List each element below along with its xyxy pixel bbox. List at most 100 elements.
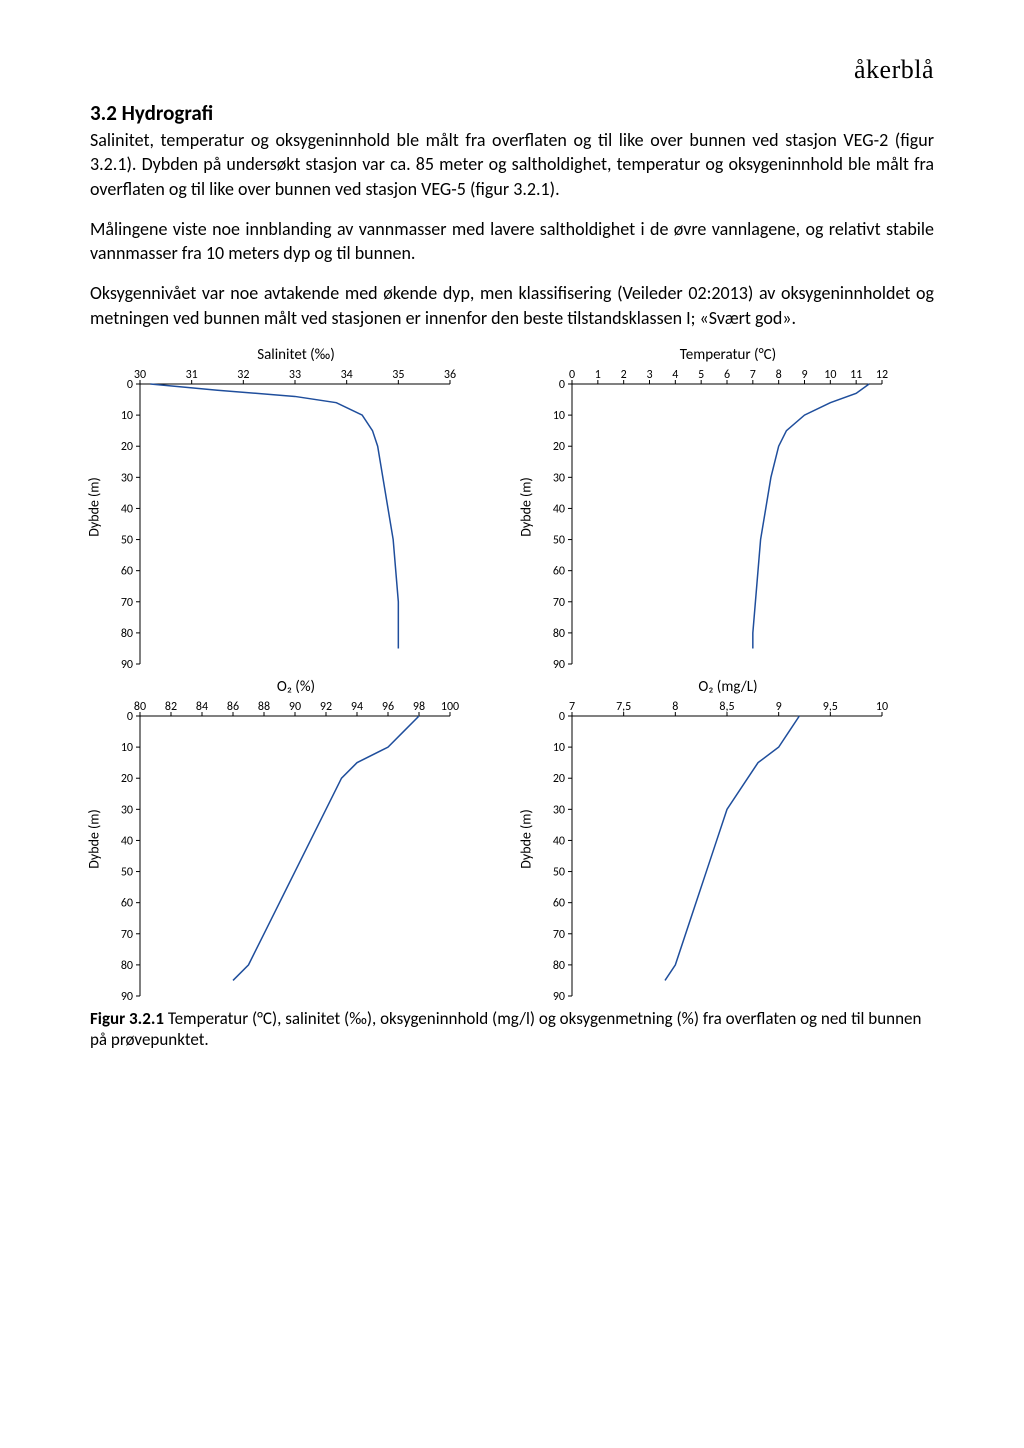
svg-text:20: 20 xyxy=(553,772,565,786)
svg-text:60: 60 xyxy=(553,565,565,579)
y-axis-label: Dybde (m) xyxy=(518,809,535,868)
chart-svg-o2mgl: 77,588,599,5100102030405060708090 xyxy=(522,698,892,1000)
svg-text:7: 7 xyxy=(569,700,575,714)
svg-text:0: 0 xyxy=(127,710,133,724)
svg-text:35: 35 xyxy=(392,368,404,382)
caption-bold: Figur 3.2.1 xyxy=(90,1008,164,1029)
paragraph-1: Salinitet, temperatur og oksygeninnhold … xyxy=(90,128,934,201)
svg-text:80: 80 xyxy=(121,627,133,641)
chart-title: O₂ (%) xyxy=(90,678,502,696)
svg-text:84: 84 xyxy=(196,700,208,714)
svg-text:90: 90 xyxy=(121,990,133,1000)
svg-text:92: 92 xyxy=(320,700,332,714)
chart-title: O₂ (mg/L) xyxy=(522,678,934,696)
svg-text:60: 60 xyxy=(553,897,565,911)
svg-text:10: 10 xyxy=(121,409,133,423)
y-axis-label: Dybde (m) xyxy=(518,477,535,536)
svg-text:31: 31 xyxy=(186,368,198,382)
chart-temperature: Temperatur (°C) Dybde (m) 01234567891011… xyxy=(522,346,934,668)
logo: åkerblå xyxy=(854,55,934,85)
svg-text:50: 50 xyxy=(553,534,565,548)
svg-text:30: 30 xyxy=(121,803,133,817)
svg-text:8,5: 8,5 xyxy=(719,700,734,714)
svg-text:0: 0 xyxy=(559,710,565,724)
y-axis-label: Dybde (m) xyxy=(86,809,103,868)
svg-text:4: 4 xyxy=(672,368,678,382)
svg-text:90: 90 xyxy=(289,700,301,714)
svg-text:9,5: 9,5 xyxy=(823,700,838,714)
svg-text:100: 100 xyxy=(441,700,459,714)
svg-text:70: 70 xyxy=(121,928,133,942)
chart-o2pct: O₂ (%) Dybde (m) 80828486889092949698100… xyxy=(90,678,502,1000)
svg-text:30: 30 xyxy=(121,471,133,485)
paragraph-3: Oksygennivået var noe avtakende med øken… xyxy=(90,281,934,330)
svg-text:40: 40 xyxy=(121,503,133,517)
svg-text:86: 86 xyxy=(227,700,239,714)
section-heading: 3.2 Hydrografi xyxy=(90,100,934,126)
svg-text:3: 3 xyxy=(646,368,652,382)
logo-text: erblå xyxy=(880,55,934,84)
svg-text:10: 10 xyxy=(121,741,133,755)
svg-text:50: 50 xyxy=(121,866,133,880)
chart-svg-temperature: 01234567891011120102030405060708090 xyxy=(522,366,892,668)
chart-title: Temperatur (°C) xyxy=(522,346,934,364)
svg-text:96: 96 xyxy=(382,700,394,714)
svg-text:32: 32 xyxy=(237,368,249,382)
caption-text: Temperatur (°C), salinitet (‰), oksygeni… xyxy=(90,1008,921,1050)
svg-text:20: 20 xyxy=(121,440,133,454)
svg-text:40: 40 xyxy=(121,835,133,849)
svg-text:1: 1 xyxy=(595,368,601,382)
svg-text:30: 30 xyxy=(553,471,565,485)
svg-text:7,5: 7,5 xyxy=(616,700,631,714)
svg-text:40: 40 xyxy=(553,835,565,849)
svg-text:7: 7 xyxy=(750,368,756,382)
svg-text:94: 94 xyxy=(351,700,363,714)
svg-text:33: 33 xyxy=(289,368,301,382)
svg-text:80: 80 xyxy=(553,627,565,641)
y-axis-label: Dybde (m) xyxy=(86,477,103,536)
svg-text:20: 20 xyxy=(553,440,565,454)
svg-text:40: 40 xyxy=(553,503,565,517)
svg-text:5: 5 xyxy=(698,368,704,382)
svg-text:70: 70 xyxy=(553,928,565,942)
chart-title: Salinitet (‰) xyxy=(90,346,502,364)
svg-text:80: 80 xyxy=(121,959,133,973)
svg-text:10: 10 xyxy=(553,741,565,755)
svg-text:9: 9 xyxy=(776,700,782,714)
svg-text:20: 20 xyxy=(121,772,133,786)
svg-text:70: 70 xyxy=(121,596,133,610)
svg-text:50: 50 xyxy=(553,866,565,880)
svg-text:0: 0 xyxy=(559,378,565,392)
svg-text:82: 82 xyxy=(165,700,177,714)
chart-salinity: Salinitet (‰) Dybde (m) 3031323334353601… xyxy=(90,346,502,668)
paragraph-2: Målingene viste noe innblanding av vannm… xyxy=(90,217,934,266)
figure-caption: Figur 3.2.1 Temperatur (°C), salinitet (… xyxy=(90,1008,934,1051)
svg-text:90: 90 xyxy=(121,658,133,668)
svg-text:12: 12 xyxy=(876,368,888,382)
svg-text:8: 8 xyxy=(776,368,782,382)
svg-text:6: 6 xyxy=(724,368,730,382)
svg-text:10: 10 xyxy=(824,368,836,382)
svg-text:30: 30 xyxy=(134,368,146,382)
svg-text:70: 70 xyxy=(553,596,565,610)
svg-text:11: 11 xyxy=(850,368,862,382)
svg-text:80: 80 xyxy=(553,959,565,973)
svg-text:34: 34 xyxy=(341,368,353,382)
svg-text:98: 98 xyxy=(413,700,425,714)
svg-text:80: 80 xyxy=(134,700,146,714)
svg-text:9: 9 xyxy=(801,368,807,382)
svg-text:10: 10 xyxy=(876,700,888,714)
svg-text:2: 2 xyxy=(621,368,627,382)
svg-text:88: 88 xyxy=(258,700,270,714)
chart-svg-o2pct: 8082848688909294969810001020304050607080… xyxy=(90,698,460,1000)
chart-o2mgl: O₂ (mg/L) Dybde (m) 77,588,599,510010203… xyxy=(522,678,934,1000)
charts-grid: Salinitet (‰) Dybde (m) 3031323334353601… xyxy=(90,346,934,1000)
svg-text:8: 8 xyxy=(672,700,678,714)
logo-accent: åk xyxy=(854,55,880,84)
svg-text:90: 90 xyxy=(553,658,565,668)
svg-text:30: 30 xyxy=(553,803,565,817)
svg-text:0: 0 xyxy=(127,378,133,392)
chart-svg-salinity: 303132333435360102030405060708090 xyxy=(90,366,460,668)
svg-text:50: 50 xyxy=(121,534,133,548)
svg-text:0: 0 xyxy=(569,368,575,382)
